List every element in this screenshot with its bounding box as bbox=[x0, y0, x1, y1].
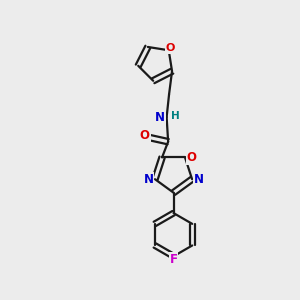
Text: H: H bbox=[171, 111, 180, 121]
Text: N: N bbox=[194, 173, 204, 186]
Text: O: O bbox=[140, 129, 150, 142]
Text: O: O bbox=[166, 43, 175, 53]
Text: O: O bbox=[187, 151, 196, 164]
Text: F: F bbox=[169, 254, 178, 266]
Text: N: N bbox=[143, 173, 153, 186]
Text: N: N bbox=[155, 111, 165, 124]
